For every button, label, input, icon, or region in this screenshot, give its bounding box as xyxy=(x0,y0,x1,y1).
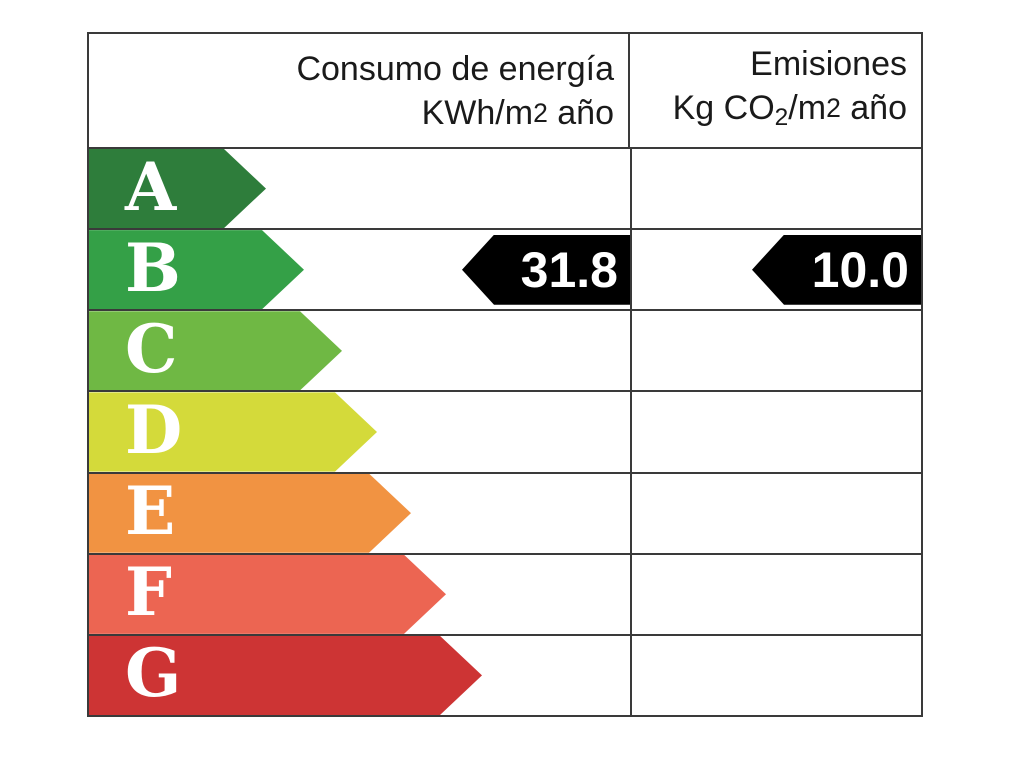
grade-letter: E xyxy=(125,472,176,551)
rating-row-c: C xyxy=(89,311,921,393)
consumo-header-cell: Consumo de energía KWh/m2 año xyxy=(89,34,630,147)
grade-letter: B xyxy=(125,228,181,307)
rating-row-d: D xyxy=(89,392,921,474)
consumo-value-arrow: 31.8 xyxy=(462,234,630,305)
consumo-header-line1: Consumo de energía xyxy=(296,49,614,88)
rating-row-a: A xyxy=(89,149,921,231)
rating-row-f: F xyxy=(89,555,921,636)
co2-subscript: 2 xyxy=(774,103,789,131)
emisiones-value-arrow: 10.0 xyxy=(752,234,921,305)
grade-letter: C xyxy=(125,309,178,388)
consumo-m2-exponent: 2 xyxy=(533,97,548,128)
table-header: Consumo de energía KWh/m2 año Emisiones … xyxy=(89,34,921,149)
rating-row-e: E xyxy=(89,474,921,555)
grade-arrow-f: F xyxy=(89,555,446,634)
grade-letter: F xyxy=(125,553,172,632)
grade-arrow-g: G xyxy=(89,636,482,715)
grade-arrow-b: B xyxy=(89,230,304,309)
grade-letter: G xyxy=(125,634,182,713)
grade-letter: A xyxy=(125,147,177,226)
grade-arrow-a: A xyxy=(89,149,266,228)
grade-arrow-c: C xyxy=(89,311,342,390)
emisiones-header-line2: Kg CO2/m2 año xyxy=(672,88,907,131)
emisiones-header-line1: Emisiones xyxy=(750,44,907,83)
rating-row-g: G xyxy=(89,636,921,715)
grade-arrow-d: D xyxy=(89,392,377,471)
grade-letter: D xyxy=(125,390,183,469)
column-divider xyxy=(630,149,632,715)
energy-certificate-table: Consumo de energía KWh/m2 año Emisiones … xyxy=(87,32,923,717)
rating-row-b: B 31.8 10.0 xyxy=(89,230,921,312)
consumo-header-line2: KWh/m2 año xyxy=(421,93,614,132)
rating-rows: A B 31.8 10.0 C D E F xyxy=(89,149,921,715)
grade-arrow-e: E xyxy=(89,474,411,553)
emisiones-header-cell: Emisiones Kg CO2/m2 año xyxy=(630,34,921,147)
emisiones-m2-exponent: 2 xyxy=(826,92,841,123)
